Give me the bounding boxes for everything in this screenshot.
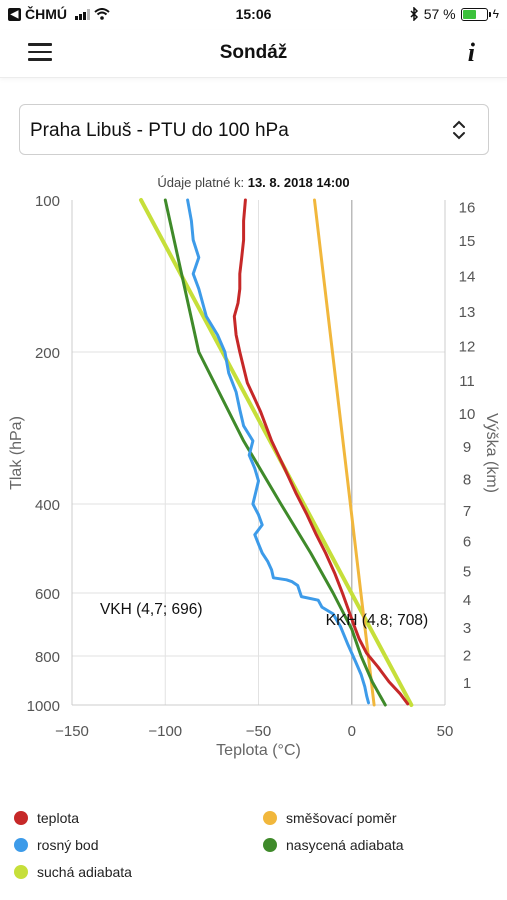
y-tick-label: 1000: [27, 698, 60, 715]
height-tick-label: 13: [459, 304, 476, 321]
legend-label: rosný bod: [37, 837, 99, 853]
station-select-value: Praha Libuš - PTU do 100 hPa: [30, 120, 289, 141]
battery-percent: 57 %: [423, 6, 456, 22]
legend-dot: [14, 838, 28, 852]
status-right: 57 % ϟ: [410, 6, 499, 22]
legend-item-rosny-bod: rosný bod: [14, 837, 98, 853]
status-bar: ◀ ČHMÚ 15:06 57 % ϟ: [0, 0, 507, 30]
y-tick-label: 200: [35, 345, 60, 362]
validity-value: 13. 8. 2018 14:00: [247, 175, 350, 190]
battery-level: [462, 9, 476, 19]
sounding-chart: −150 −100 −50 0 5010020040060080010001234567…: [8, 193, 500, 759]
status-time: 15:06: [235, 6, 272, 22]
validity-label: Údaje platné k:: [157, 175, 245, 190]
height-tick-label: 8: [463, 471, 471, 488]
back-to-app-icon[interactable]: ◀: [8, 7, 21, 21]
height-tick-label: 3: [463, 620, 471, 637]
height-tick-label: 9: [463, 439, 471, 456]
legend-dot: [263, 811, 277, 825]
data-validity: Údaje platné k: 13. 8. 2018 14:00: [0, 175, 507, 190]
y2-axis-title: Výška (km): [483, 413, 500, 493]
y-tick-label: 600: [35, 586, 60, 603]
legend-item-nasycena-adiabata: nasycená adiabata: [263, 837, 404, 853]
legend-item-sucha-adiabata: suchá adiabata: [14, 864, 132, 880]
legend-dot: [263, 838, 277, 852]
y-tick-label: 400: [35, 497, 60, 514]
height-tick-label: 16: [459, 199, 476, 216]
y-tick-label: 100: [35, 193, 60, 210]
height-tick-label: 7: [463, 503, 471, 520]
height-tick-label: 6: [463, 533, 471, 550]
legend-item-smesovaci-pomer: směšovací poměr: [263, 810, 396, 826]
height-tick-label: 5: [463, 563, 471, 580]
x-tick-label: 0: [348, 723, 356, 740]
app-header: Sondáž i: [0, 30, 507, 78]
charging-icon: ϟ: [492, 7, 499, 21]
chart-annotation: VKH (4,7; 696): [100, 601, 203, 618]
legend-dot: [14, 811, 28, 825]
height-tick-label: 11: [459, 373, 475, 390]
height-tick-label: 2: [463, 648, 471, 665]
status-left: ◀ ČHMÚ: [8, 6, 110, 22]
bluetooth-icon: [410, 7, 418, 21]
x-tick-label: −150: [55, 723, 89, 740]
x-tick-label: −100: [148, 723, 182, 740]
info-icon[interactable]: i: [467, 38, 475, 67]
legend-dot: [14, 865, 28, 879]
y-axis-title: Tlak (hPa): [8, 416, 25, 490]
battery-icon: [460, 7, 491, 21]
series-line-rosný-bod: [186, 198, 370, 705]
chart-legend: teplota směšovací poměr rosný bod nasyce…: [0, 800, 507, 900]
chevron-up-down-icon: [453, 120, 465, 140]
legend-label: nasycená adiabata: [286, 837, 404, 853]
legend-label: suchá adiabata: [37, 864, 132, 880]
signal-icon: [75, 8, 90, 20]
x-tick-label: 50: [437, 723, 454, 740]
x-tick-label: −50: [246, 723, 271, 740]
page-title: Sondáž: [219, 42, 288, 63]
legend-item-teplota: teplota: [14, 810, 79, 826]
chart-annotation: KKH (4,8; 708): [326, 612, 429, 629]
legend-label: teplota: [37, 810, 80, 826]
height-tick-label: 1: [463, 675, 471, 692]
carrier-name: ČHMÚ: [25, 6, 67, 22]
station-select[interactable]: Praha Libuš - PTU do 100 hPa: [19, 104, 489, 155]
legend-label: směšovací poměr: [286, 810, 397, 826]
series-line-teplota: [232, 198, 410, 706]
wifi-icon: [94, 8, 110, 20]
series-line-nasycená-adiabata: [163, 198, 387, 707]
hamburger-menu-icon[interactable]: [28, 43, 52, 63]
x-axis-title: Teplota (°C): [216, 742, 301, 759]
height-tick-label: 4: [463, 592, 471, 609]
height-tick-label: 10: [459, 406, 476, 423]
y-tick-label: 800: [35, 649, 60, 666]
height-tick-label: 15: [459, 233, 476, 250]
height-tick-label: 12: [459, 338, 476, 355]
series-line-směšovací-poměr: [313, 198, 376, 707]
height-tick-label: 14: [459, 268, 476, 285]
